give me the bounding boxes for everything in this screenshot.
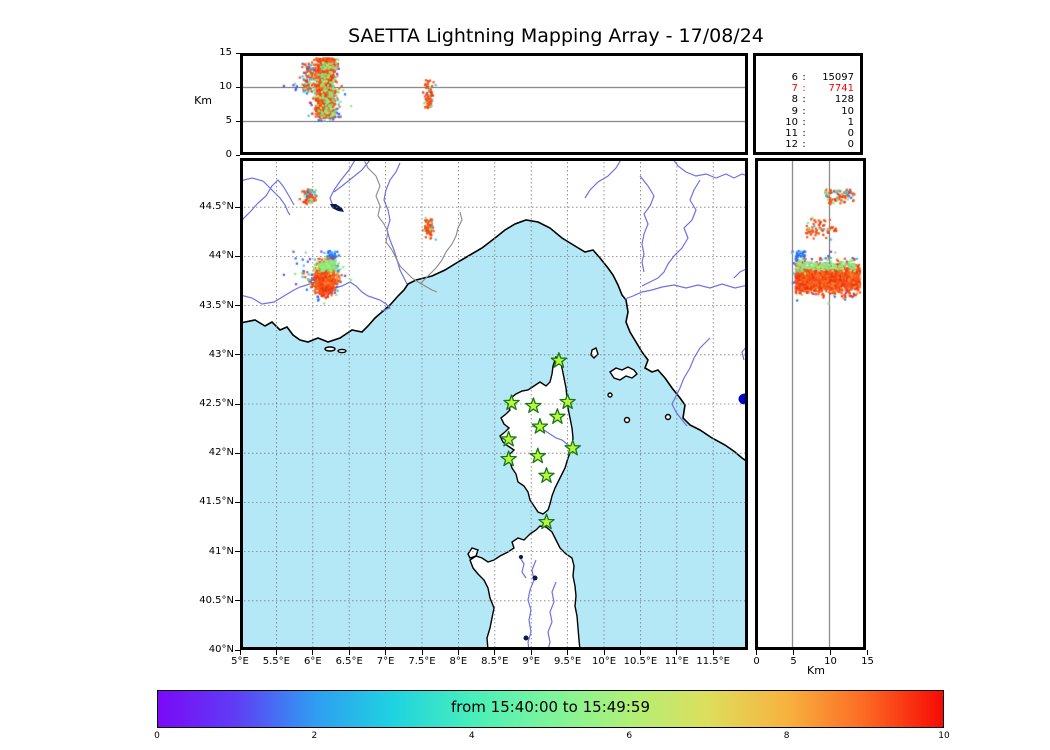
colorbar-tick: 6 — [626, 731, 633, 741]
axis-tick — [236, 120, 240, 122]
right-panel-xtick: 0 — [753, 656, 760, 667]
axis-tick — [567, 650, 569, 655]
right-panel-xtick: 10 — [824, 656, 837, 667]
top-panel-ytick: 0 — [225, 149, 232, 160]
map-lat-tick: 42°N — [208, 447, 234, 459]
axis-tick — [603, 650, 605, 655]
map-lat-tick: 42.5°N — [199, 398, 234, 409]
time-window-label: from 15:40:00 to 15:49:59 — [450, 698, 650, 716]
source-counts-panel: 6:15097 7:7741 8:128 9:10 10:1 11:0 12:0 — [753, 53, 863, 155]
axis-tick — [312, 650, 314, 655]
axis-tick — [275, 650, 277, 655]
top-panel-ytick: 10 — [219, 81, 232, 92]
axis-tick — [676, 650, 678, 655]
map-lon-tick: 8.5°E — [481, 656, 509, 667]
axis-tick — [235, 600, 240, 602]
counts-row-7: 7:7741 — [791, 83, 854, 95]
map-lat-tick: 40°N — [208, 644, 234, 655]
axis-tick — [756, 650, 757, 655]
axis-tick — [236, 86, 240, 88]
axis-tick — [385, 650, 387, 655]
counts-row-6: 6:15097 — [791, 72, 854, 83]
map-lon-tick: 5°E — [231, 656, 249, 667]
axis-tick — [530, 650, 532, 655]
counts-row-8: 8:128 — [791, 94, 854, 106]
map-lat-tick: 43.5°N — [199, 299, 234, 311]
axis-tick — [235, 206, 240, 208]
axis-tick — [494, 650, 496, 655]
map-scatter — [243, 161, 745, 647]
axis-tick — [239, 650, 241, 655]
axis-tick — [235, 403, 240, 405]
counts-row-12: 12:0 — [785, 139, 854, 151]
map-lat-tick: 44.5°N — [199, 201, 234, 213]
axis-tick — [235, 354, 240, 356]
axis-tick — [639, 650, 641, 655]
axis-tick — [235, 649, 240, 651]
axis-tick — [867, 650, 868, 655]
map-lon-tick: 6°E — [303, 656, 322, 667]
top-panel-ytick: 15 — [219, 47, 232, 58]
map-lon-tick: 8°E — [449, 656, 468, 667]
altitude-longitude-panel — [240, 53, 748, 155]
top-panel-ytick: 5 — [225, 115, 232, 126]
altitude-latitude-panel — [755, 158, 866, 650]
counts-row-10: 10:1 — [785, 116, 854, 128]
axis-tick — [235, 551, 240, 553]
axis-tick — [236, 52, 240, 54]
axis-tick — [235, 255, 240, 257]
colorbar-tick: 2 — [311, 731, 318, 741]
axis-tick — [236, 154, 240, 156]
map-lat-tick: 44°N — [208, 250, 234, 262]
map-lon-tick: 9.5°E — [553, 656, 582, 667]
map-lon-tick: 7.5°E — [408, 656, 436, 667]
colorbar-tick: 8 — [783, 731, 790, 741]
map-lat-tick: 43°N — [208, 348, 234, 360]
map-lon-tick: 9°E — [522, 656, 541, 667]
axis-tick — [235, 501, 240, 503]
top-panel-ylabel: Km — [194, 94, 212, 107]
axis-tick — [712, 650, 714, 655]
axis-tick — [421, 650, 423, 655]
right-panel-xlabel: Km — [807, 664, 825, 677]
map-lon-tick: 11°E — [664, 656, 689, 667]
axis-tick — [793, 650, 794, 655]
right-panel-xtick: 5 — [790, 656, 797, 667]
axis-tick — [235, 452, 240, 454]
map-lat-tick: 41.5°N — [199, 496, 234, 508]
counts-row-9: 9:10 — [791, 105, 854, 117]
altitude-longitude-scatter — [243, 56, 745, 152]
map-lon-tick: 7°E — [376, 656, 395, 667]
map-lon-tick: 10.5°E — [623, 656, 658, 667]
map-lat-tick: 41°N — [208, 545, 234, 557]
time-colorbar — [157, 690, 944, 728]
axis-tick — [830, 650, 831, 655]
map-panel — [240, 158, 748, 650]
colorbar-tick: 0 — [154, 731, 160, 741]
axis-tick — [235, 305, 240, 307]
colorbar-tick: 10 — [938, 731, 950, 741]
colorbar-tick: 4 — [468, 731, 475, 741]
map-lon-tick: 11.5°E — [696, 656, 730, 667]
axis-tick — [348, 650, 350, 655]
map-lon-tick: 6.5°E — [335, 656, 363, 667]
right-panel-xtick: 15 — [861, 656, 874, 667]
map-lon-tick: 10°E — [591, 656, 617, 667]
counts-row-11: 11:0 — [785, 128, 854, 140]
map-lat-tick: 40.5°N — [199, 594, 234, 606]
page-title: SAETTA Lightning Mapping Array - 17/08/2… — [348, 25, 764, 47]
axis-tick — [457, 650, 459, 655]
altitude-latitude-scatter — [758, 161, 863, 647]
map-lon-tick: 5.5°E — [262, 656, 290, 667]
